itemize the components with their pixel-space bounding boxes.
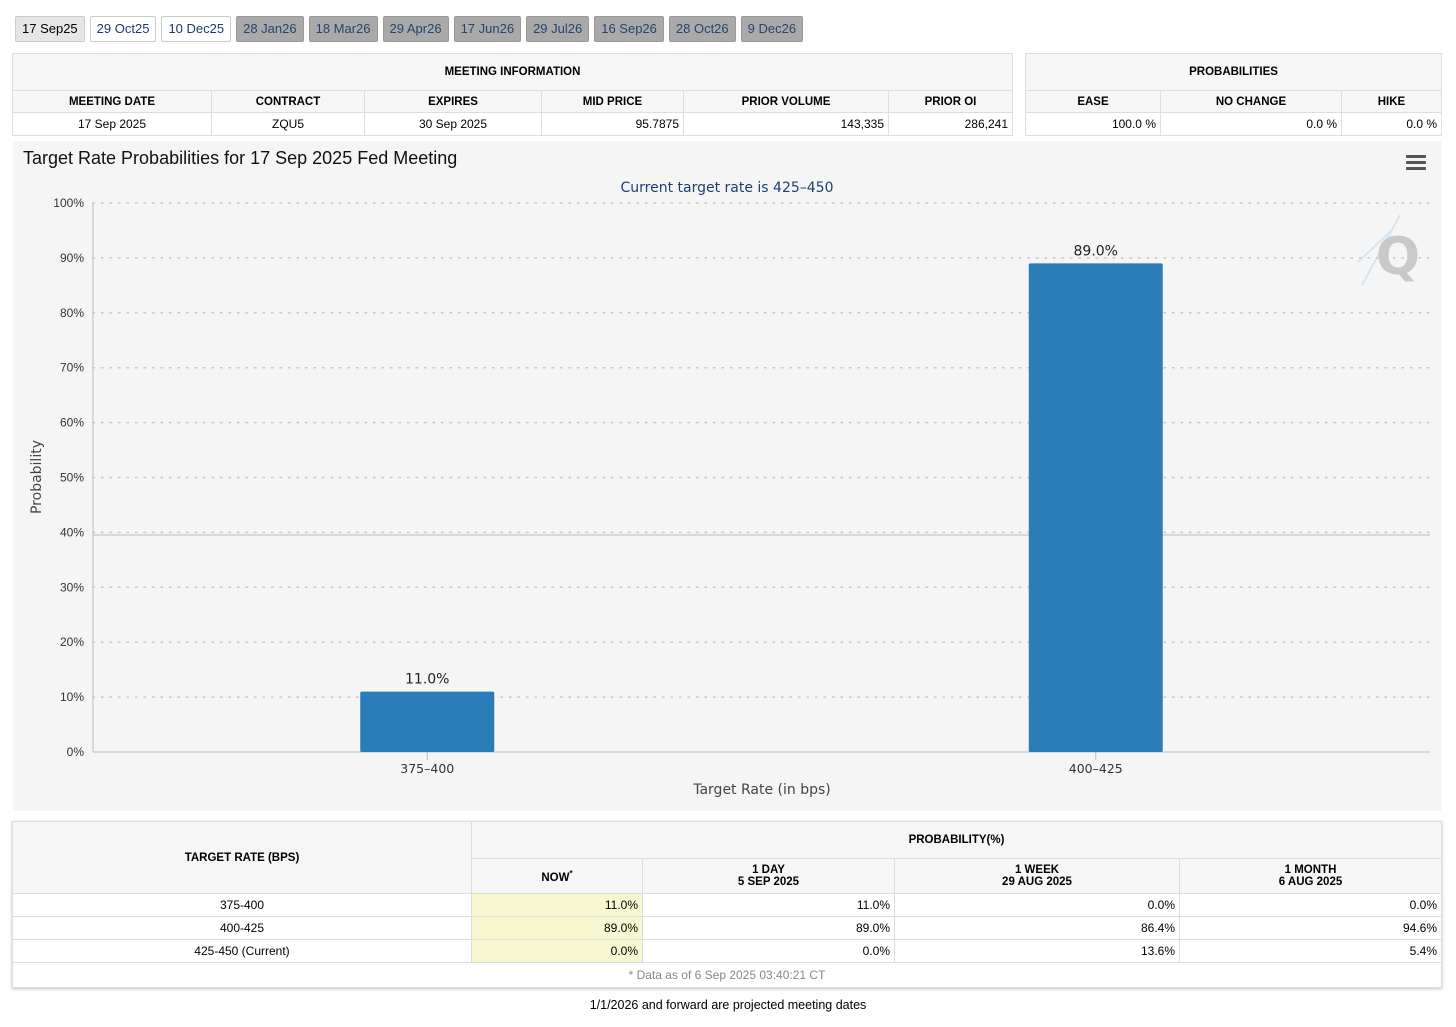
now-cell: 11.0% bbox=[471, 893, 643, 917]
meeting-info-heading: MEETING INFORMATION bbox=[12, 53, 1013, 91]
chart-subtitle: Current target rate is 425–450 bbox=[620, 180, 833, 196]
no-change-value: 0.0 % bbox=[1160, 112, 1342, 136]
month-cell: 5.4% bbox=[1179, 939, 1442, 963]
tab-29-apr26[interactable]: 29 Apr26 bbox=[382, 16, 449, 42]
tab-29-jul26[interactable]: 29 Jul26 bbox=[526, 16, 590, 42]
bar-data-label: 11.0% bbox=[405, 672, 449, 688]
tab-29-oct25[interactable]: 29 Oct25 bbox=[89, 16, 157, 42]
probabilities-table: PROBABILITIES EASE NO CHANGE HIKE 100.0 … bbox=[1025, 53, 1442, 136]
col-no-change: NO CHANGE bbox=[1160, 90, 1342, 113]
y-tick-label: 40% bbox=[60, 525, 84, 539]
y-tick-label: 80% bbox=[60, 306, 84, 320]
tab-17-jun26[interactable]: 17 Jun26 bbox=[453, 16, 522, 42]
rate-cell: 375-400 bbox=[12, 893, 472, 917]
chart-grid bbox=[92, 202, 1431, 753]
bar bbox=[1028, 263, 1163, 752]
rate-cell: 425-450 (Current) bbox=[12, 939, 472, 963]
y-tick-label: 50% bbox=[60, 471, 84, 485]
prior-oi-value: 286,241 bbox=[888, 112, 1013, 136]
meeting-info-table: MEETING INFORMATION MEETING DATE CONTRAC… bbox=[12, 53, 1013, 136]
col-expires: EXPIRES bbox=[364, 90, 542, 113]
bar bbox=[360, 691, 495, 752]
now-cell: 0.0% bbox=[471, 939, 643, 963]
meeting-tabs: 17 Sep25 29 Oct25 10 Dec25 28 Jan26 18 M… bbox=[15, 16, 804, 42]
col-1-month: 1 MONTH 6 AUG 2025 bbox=[1179, 858, 1442, 894]
probabilities-heading: PROBABILITIES bbox=[1025, 53, 1442, 91]
table-row: 425-450 (Current) 0.0% 0.0% 13.6% 5.4% bbox=[12, 939, 1442, 963]
y-tick-label: 90% bbox=[60, 251, 84, 265]
y-tick-label: 60% bbox=[60, 416, 84, 430]
tab-17-sep25[interactable]: 17 Sep25 bbox=[15, 16, 85, 42]
day-cell: 89.0% bbox=[642, 916, 895, 940]
day-cell: 11.0% bbox=[642, 893, 895, 917]
tab-28-jan26[interactable]: 28 Jan26 bbox=[236, 16, 304, 42]
bar-data-label: 89.0% bbox=[1074, 243, 1118, 259]
month-cell: 0.0% bbox=[1179, 893, 1442, 917]
x-tick-label: 375–400 bbox=[400, 761, 454, 776]
chart-bars: 11.0% 89.0% bbox=[360, 243, 1163, 752]
rate-cell: 400-425 bbox=[12, 916, 472, 940]
table-row: 400-425 89.0% 89.0% 86.4% 94.6% bbox=[12, 916, 1442, 940]
y-tick-label: 70% bbox=[60, 361, 84, 375]
y-tick-label: 20% bbox=[60, 635, 84, 649]
y-axis-ticks: 0% 10% 20% 30% 40% 50% 60% 70% 80% 90% 100% bbox=[53, 196, 84, 759]
col-ease: EASE bbox=[1025, 90, 1161, 113]
target-rate-heading: TARGET RATE (BPS) bbox=[12, 821, 472, 894]
tab-18-mar26[interactable]: 18 Mar26 bbox=[308, 16, 378, 42]
y-tick-label: 30% bbox=[60, 580, 84, 594]
col-meeting-date: MEETING DATE bbox=[12, 90, 212, 113]
month-cell: 94.6% bbox=[1179, 916, 1442, 940]
prior-volume-value: 143,335 bbox=[683, 112, 889, 136]
watermark-logo: Q bbox=[1357, 214, 1420, 287]
y-axis-label: Probability bbox=[29, 440, 45, 514]
week-cell: 86.4% bbox=[894, 916, 1180, 940]
table-row: 375-400 11.0% 11.0% 0.0% 0.0% bbox=[12, 893, 1442, 917]
hike-value: 0.0 % bbox=[1341, 112, 1442, 136]
tab-9-dec26[interactable]: 9 Dec26 bbox=[740, 16, 804, 42]
watermark-letter: Q bbox=[1376, 227, 1420, 287]
probability-heading: PROBABILITY(%) bbox=[471, 821, 1442, 859]
chart-title: Target Rate Probabilities for 17 Sep 202… bbox=[23, 148, 458, 168]
projected-dates-note: 1/1/2026 and forward are projected meeti… bbox=[589, 998, 867, 1012]
chart-container bbox=[13, 141, 1441, 811]
tab-16-sep26[interactable]: 16 Sep26 bbox=[594, 16, 664, 42]
col-prior-oi: PRIOR OI bbox=[888, 90, 1013, 113]
hamburger-menu-icon[interactable] bbox=[1406, 155, 1426, 171]
day-cell: 0.0% bbox=[642, 939, 895, 963]
now-cell: 89.0% bbox=[471, 916, 643, 940]
col-now: NOW* bbox=[471, 858, 643, 894]
col-1-day: 1 DAY 5 SEP 2025 bbox=[642, 858, 895, 894]
tab-28-oct26[interactable]: 28 Oct26 bbox=[668, 16, 736, 42]
y-tick-label: 100% bbox=[53, 196, 84, 210]
x-axis-ticks: 375–400 400–425 bbox=[400, 752, 1123, 776]
col-mid-price: MID PRICE bbox=[541, 90, 684, 113]
week-cell: 13.6% bbox=[894, 939, 1180, 963]
y-tick-label: 0% bbox=[67, 745, 85, 759]
probability-history-table: TARGET RATE (BPS) PROBABILITY(%) NOW* 1 … bbox=[12, 821, 1442, 988]
col-1-week: 1 WEEK 29 AUG 2025 bbox=[894, 858, 1180, 894]
week-cell: 0.0% bbox=[894, 893, 1180, 917]
data-timestamp-note: * Data as of 6 Sep 2025 03:40:21 CT bbox=[12, 962, 1442, 988]
bar-chart: Current target rate is 425–450 Q 0% 10% 20… bbox=[29, 180, 1431, 798]
y-tick-label: 10% bbox=[60, 690, 84, 704]
meeting-date-value: 17 Sep 2025 bbox=[12, 112, 212, 136]
x-axis-label: Target Rate (in bps) bbox=[692, 782, 831, 798]
expires-value: 30 Sep 2025 bbox=[364, 112, 542, 136]
x-tick-label: 400–425 bbox=[1069, 761, 1123, 776]
tab-10-dec25[interactable]: 10 Dec25 bbox=[161, 16, 232, 42]
